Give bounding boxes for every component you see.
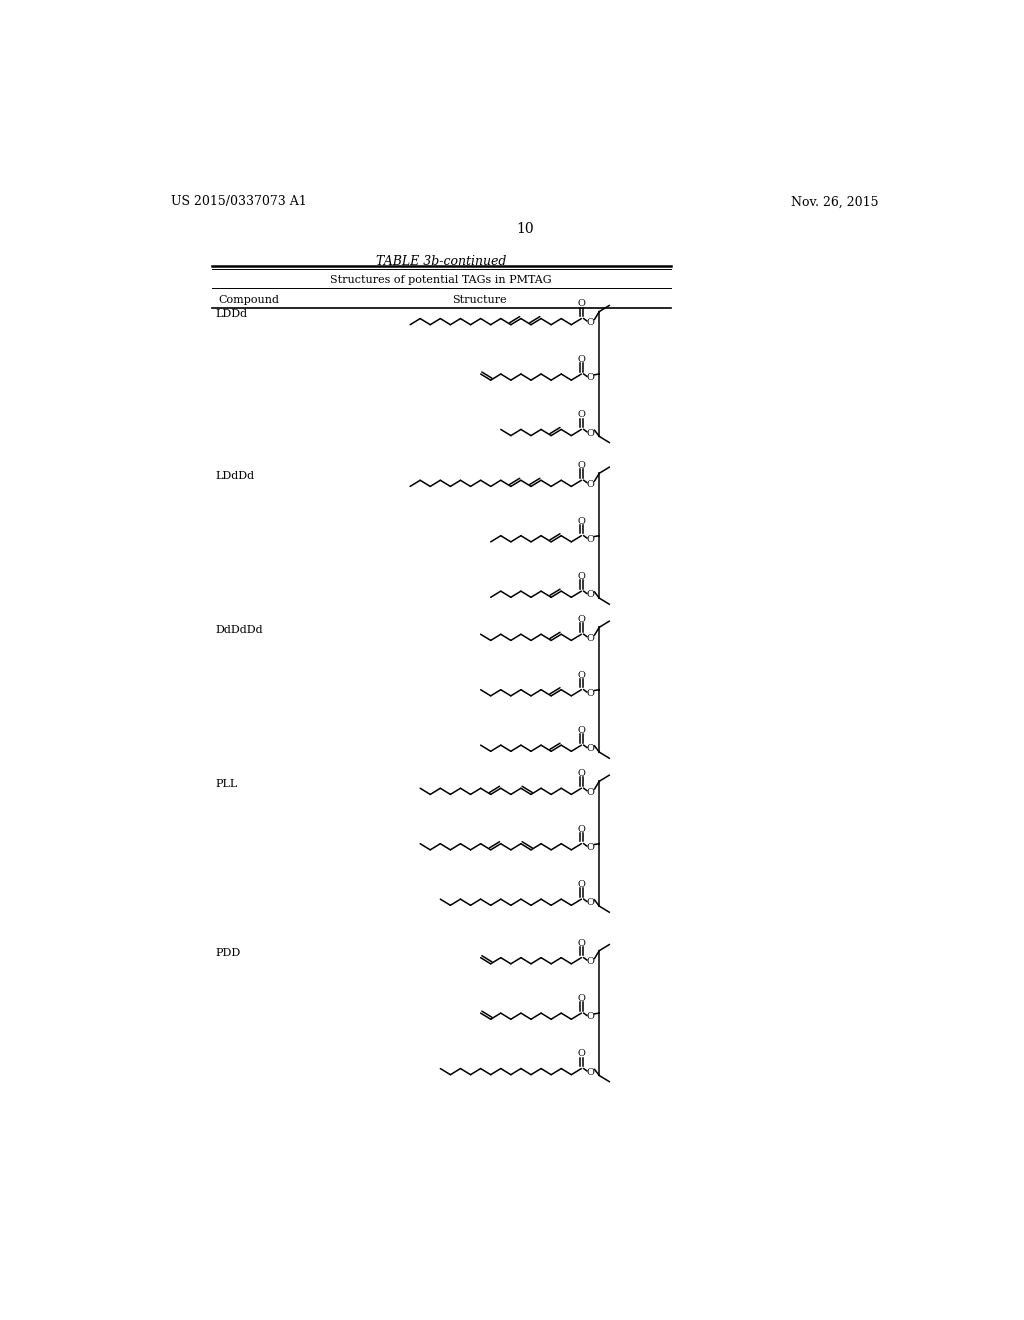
Text: US 2015/0337073 A1: US 2015/0337073 A1 <box>171 195 306 209</box>
Text: O: O <box>578 994 586 1003</box>
Text: O: O <box>587 634 595 643</box>
Text: O: O <box>578 355 586 364</box>
Text: O: O <box>578 770 586 777</box>
Text: O: O <box>587 318 595 327</box>
Text: Structures of potential TAGs in PMTAG: Structures of potential TAGs in PMTAG <box>331 276 552 285</box>
Text: O: O <box>587 1012 595 1022</box>
Text: O: O <box>587 590 595 599</box>
Text: O: O <box>578 615 586 624</box>
Text: O: O <box>578 939 586 948</box>
Text: O: O <box>587 535 595 544</box>
Text: PLL: PLL <box>216 779 238 789</box>
Text: O: O <box>587 899 595 907</box>
Text: O: O <box>578 411 586 420</box>
Text: PDD: PDD <box>216 948 241 958</box>
Text: Nov. 26, 2015: Nov. 26, 2015 <box>792 195 879 209</box>
Text: O: O <box>587 374 595 383</box>
Text: O: O <box>587 957 595 966</box>
Text: DdDdDd: DdDdDd <box>216 626 263 635</box>
Text: 10: 10 <box>516 222 534 235</box>
Text: O: O <box>578 1049 586 1059</box>
Text: O: O <box>578 671 586 680</box>
Text: O: O <box>578 300 586 309</box>
Text: O: O <box>587 744 595 754</box>
Text: O: O <box>587 689 595 698</box>
Text: O: O <box>578 880 586 888</box>
Text: O: O <box>587 429 595 438</box>
Text: O: O <box>578 825 586 833</box>
Text: LDdDd: LDdDd <box>216 471 255 480</box>
Text: O: O <box>578 572 586 581</box>
Text: O: O <box>578 516 586 525</box>
Text: O: O <box>587 479 595 488</box>
Text: O: O <box>587 843 595 851</box>
Text: O: O <box>587 1068 595 1077</box>
Text: Structure: Structure <box>453 296 507 305</box>
Text: TABLE 3b-continued: TABLE 3b-continued <box>376 255 506 268</box>
Text: Compound: Compound <box>218 296 279 305</box>
Text: O: O <box>578 461 586 470</box>
Text: LDDd: LDDd <box>216 309 248 319</box>
Text: O: O <box>587 788 595 796</box>
Text: O: O <box>578 726 586 735</box>
